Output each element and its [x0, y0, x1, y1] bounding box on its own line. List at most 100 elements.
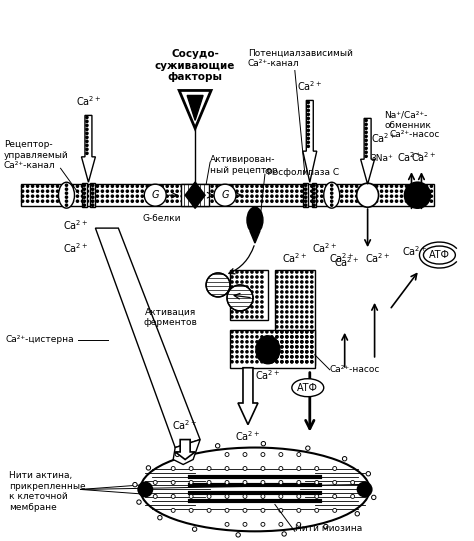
Circle shape: [266, 331, 268, 333]
Circle shape: [261, 281, 263, 283]
Circle shape: [241, 346, 243, 348]
Bar: [303, 183, 308, 207]
Circle shape: [231, 185, 233, 187]
Circle shape: [86, 190, 89, 192]
Circle shape: [405, 195, 408, 197]
Circle shape: [261, 301, 263, 303]
Circle shape: [271, 355, 273, 358]
Circle shape: [279, 466, 283, 471]
Circle shape: [31, 190, 34, 192]
Circle shape: [307, 145, 310, 147]
Circle shape: [96, 200, 99, 202]
Circle shape: [225, 494, 229, 498]
Ellipse shape: [423, 246, 456, 264]
Circle shape: [251, 190, 253, 192]
Circle shape: [101, 185, 103, 187]
Circle shape: [236, 346, 238, 348]
Circle shape: [306, 296, 308, 298]
Circle shape: [310, 281, 313, 283]
Circle shape: [126, 185, 128, 187]
Circle shape: [231, 281, 233, 283]
Circle shape: [313, 192, 315, 194]
Circle shape: [231, 346, 233, 348]
Circle shape: [306, 351, 308, 353]
Circle shape: [286, 311, 288, 313]
Circle shape: [236, 301, 238, 303]
Circle shape: [291, 321, 293, 323]
Circle shape: [301, 296, 303, 298]
Polygon shape: [238, 368, 258, 425]
Circle shape: [246, 291, 248, 293]
Circle shape: [192, 527, 197, 531]
Circle shape: [341, 190, 343, 192]
Circle shape: [365, 200, 368, 202]
Circle shape: [281, 346, 283, 348]
Circle shape: [86, 152, 88, 154]
Circle shape: [356, 195, 358, 197]
Circle shape: [296, 286, 298, 288]
Circle shape: [286, 361, 288, 363]
Circle shape: [371, 190, 373, 192]
Circle shape: [207, 480, 211, 484]
Circle shape: [286, 326, 288, 328]
Circle shape: [286, 185, 288, 187]
Circle shape: [46, 200, 49, 202]
Circle shape: [346, 200, 348, 202]
Circle shape: [231, 351, 233, 353]
Circle shape: [301, 326, 303, 328]
Circle shape: [410, 195, 412, 197]
Circle shape: [310, 355, 313, 358]
Circle shape: [279, 452, 283, 457]
Circle shape: [281, 291, 283, 293]
Circle shape: [236, 351, 238, 353]
Circle shape: [365, 147, 367, 149]
Circle shape: [121, 200, 123, 202]
Circle shape: [231, 361, 233, 363]
Circle shape: [226, 200, 228, 202]
Circle shape: [296, 281, 298, 283]
Bar: [82, 183, 87, 207]
Circle shape: [306, 321, 308, 323]
Circle shape: [286, 271, 288, 273]
Circle shape: [31, 195, 34, 197]
Circle shape: [366, 472, 371, 476]
Circle shape: [251, 346, 253, 348]
Circle shape: [286, 336, 288, 338]
Circle shape: [66, 195, 69, 197]
Polygon shape: [82, 115, 95, 182]
Circle shape: [126, 190, 128, 192]
Circle shape: [96, 185, 99, 187]
Circle shape: [286, 346, 288, 348]
Circle shape: [286, 331, 288, 333]
Circle shape: [65, 204, 68, 206]
Circle shape: [281, 301, 283, 303]
Circle shape: [320, 195, 323, 197]
Circle shape: [256, 195, 258, 197]
Circle shape: [216, 195, 218, 197]
Circle shape: [306, 195, 308, 197]
Circle shape: [296, 185, 298, 187]
Circle shape: [86, 140, 88, 142]
Circle shape: [221, 195, 223, 197]
Circle shape: [231, 276, 233, 278]
Circle shape: [141, 195, 143, 197]
Circle shape: [333, 509, 337, 512]
Circle shape: [401, 185, 402, 187]
Circle shape: [151, 195, 154, 197]
Circle shape: [231, 355, 233, 358]
Circle shape: [336, 190, 338, 192]
Circle shape: [286, 341, 288, 343]
Circle shape: [266, 185, 268, 187]
Circle shape: [231, 316, 233, 318]
Circle shape: [116, 195, 118, 197]
Circle shape: [281, 276, 283, 278]
Circle shape: [401, 190, 402, 192]
Circle shape: [65, 184, 68, 186]
Text: Потенциалзависимый
Ca²⁺-канал: Потенциалзависимый Ca²⁺-канал: [248, 49, 353, 68]
Circle shape: [286, 336, 288, 338]
Circle shape: [231, 200, 233, 202]
Circle shape: [371, 200, 373, 202]
Circle shape: [361, 185, 363, 187]
Circle shape: [296, 336, 298, 338]
Circle shape: [256, 351, 258, 353]
